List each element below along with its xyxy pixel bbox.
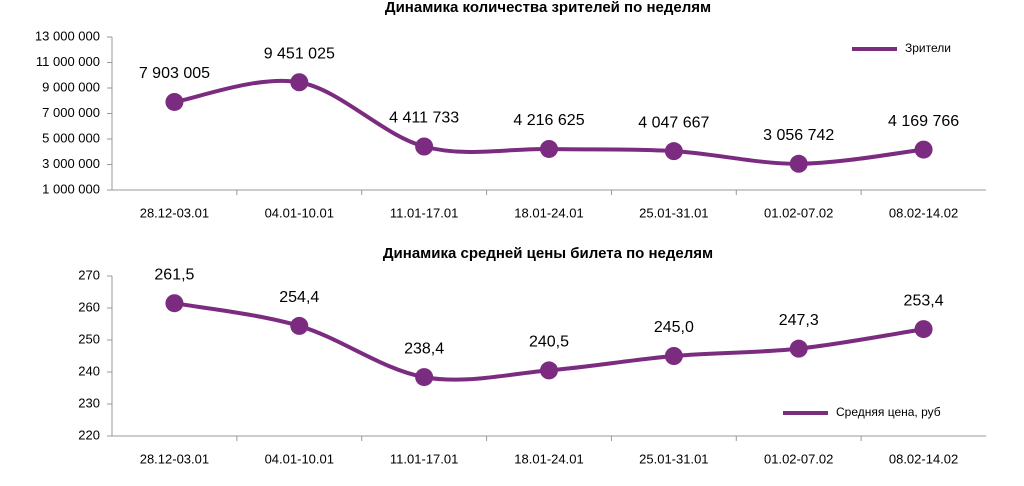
data-point (664, 142, 683, 161)
y-tick-label: 260 (78, 299, 100, 314)
x-tick-label: 11.01-17.01 (390, 451, 458, 466)
y-tick-label: 240 (78, 363, 100, 378)
data-point (540, 139, 558, 158)
x-tick-label: 08.02-14.02 (889, 205, 958, 220)
x-tick-label: 25.01-31.01 (639, 451, 708, 466)
y-tick-label: 3 000 000 (42, 156, 100, 171)
data-label: 253,4 (904, 292, 944, 309)
y-tick-label: 13 000 000 (35, 28, 100, 43)
x-tick-label: 28.12-03.01 (140, 451, 209, 466)
y-tick-label: 220 (78, 427, 100, 442)
x-tick-label: 28.12-03.01 (140, 205, 209, 220)
data-point (664, 347, 683, 365)
y-tick-label: 11 000 000 (36, 54, 100, 69)
data-label: 240,5 (529, 334, 569, 351)
y-tick-label: 230 (78, 395, 100, 410)
data-point (540, 361, 558, 380)
data-point (789, 339, 808, 358)
chart-title: Динамика количества зрителей по неделям (385, 0, 711, 16)
x-tick-label: 04.01-10.01 (265, 205, 334, 220)
y-tick-label: 7 000 000 (42, 105, 100, 120)
data-point (165, 92, 184, 111)
data-label: 261,5 (154, 266, 194, 283)
data-point (914, 320, 933, 339)
legend-label: Зрители (905, 41, 951, 55)
data-point (789, 154, 808, 173)
chart-title: Динамика средней цены билета по неделям (383, 245, 713, 262)
y-tick-label: 5 000 000 (42, 130, 100, 145)
y-tick-label: 9 000 000 (42, 79, 100, 94)
legend-label: Средняя цена, руб (836, 405, 941, 419)
data-label: 4 047 667 (638, 114, 709, 131)
data-label: 9 451 025 (264, 45, 335, 62)
data-label: 4 216 625 (513, 112, 584, 129)
y-tick-label: 270 (78, 267, 100, 282)
data-label: 238,4 (404, 340, 444, 357)
x-tick-label: 18.01-24.01 (514, 451, 583, 466)
data-label: 4 411 733 (389, 110, 459, 127)
x-tick-label: 08.02-14.02 (889, 451, 958, 466)
x-tick-label: 18.01-24.01 (514, 205, 583, 220)
x-tick-label: 01.02-07.02 (764, 205, 833, 220)
data-label: 245,0 (654, 319, 694, 336)
x-tick-label: 25.01-31.01 (639, 205, 708, 220)
data-point (415, 137, 434, 156)
data-label: 7 903 005 (139, 65, 210, 82)
data-point (165, 294, 184, 313)
y-tick-label: 1 000 000 (42, 181, 100, 196)
x-tick-label: 04.01-10.01 (265, 451, 334, 466)
x-tick-label: 11.01-17.01 (390, 205, 458, 220)
y-tick-label: 250 (78, 331, 100, 346)
data-label: 254,4 (279, 289, 319, 306)
data-point (290, 316, 309, 335)
data-point (914, 140, 933, 159)
data-label: 4 169 766 (888, 113, 959, 130)
data-point (290, 73, 309, 92)
data-label: 247,3 (779, 312, 819, 329)
data-label: 3 056 742 (763, 127, 834, 144)
x-tick-label: 01.02-07.02 (764, 451, 833, 466)
data-point (415, 368, 434, 387)
